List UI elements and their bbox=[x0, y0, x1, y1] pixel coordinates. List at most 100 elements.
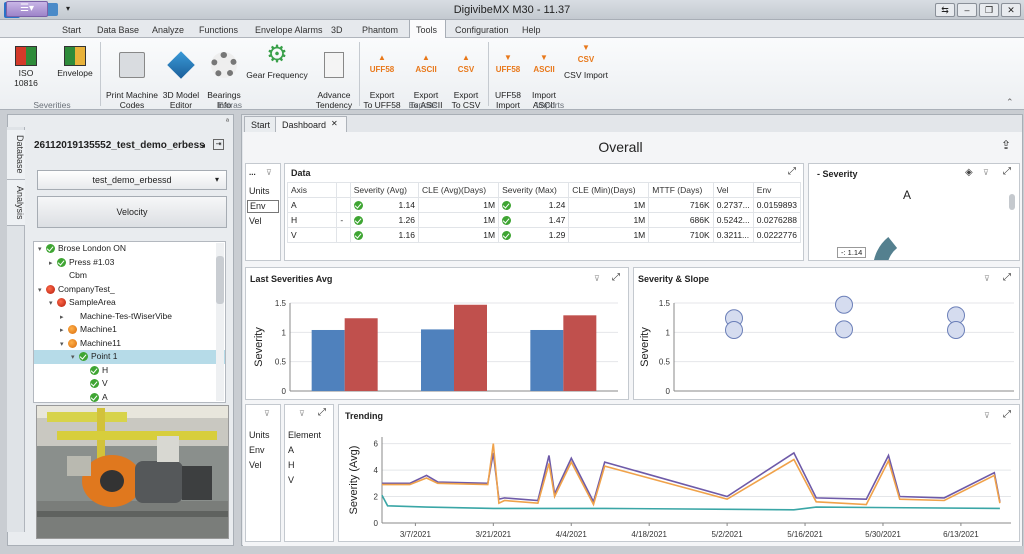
maximize-button[interactable]: ❐ bbox=[979, 3, 999, 17]
export-csv-button[interactable]: ▲ CSV Export To CSV bbox=[448, 42, 484, 110]
uff58-import-button[interactable]: ▼ UFF58 UFF58 Import bbox=[490, 42, 526, 110]
tree-node[interactable]: ▾ CompanyTest_ bbox=[34, 283, 225, 297]
doc-tab-start[interactable]: Start bbox=[244, 116, 278, 132]
tree-scrollbar[interactable] bbox=[216, 243, 224, 401]
close-button[interactable]: ✕ bbox=[1001, 3, 1021, 17]
advance-tendency-button[interactable]: Advance Tendency bbox=[312, 42, 356, 110]
restore-layout-button[interactable]: ⇆ bbox=[935, 3, 955, 17]
velocity-button[interactable]: Velocity bbox=[37, 196, 227, 228]
side-tab-analysis[interactable]: Analysis bbox=[7, 180, 25, 226]
tree-expander-icon[interactable]: ▾ bbox=[71, 354, 75, 361]
tree-scroll-thumb[interactable] bbox=[216, 256, 224, 304]
tab-envelope-alarms[interactable]: Envelope Alarms bbox=[255, 25, 323, 35]
filter-icon[interactable]: ⊽ bbox=[264, 409, 270, 418]
tab-analyze[interactable]: Analyze bbox=[152, 25, 185, 35]
tree-node[interactable]: Cbm bbox=[34, 269, 225, 283]
gear-frequency-button[interactable]: ⚙ Gear Frequency bbox=[246, 42, 308, 81]
tree-node[interactable]: ▸ Machine1 bbox=[34, 323, 225, 337]
column-header[interactable]: Env bbox=[752, 182, 802, 198]
column-header[interactable] bbox=[336, 182, 351, 198]
units-item-env[interactable]: Env bbox=[247, 200, 279, 213]
side-tab-database[interactable]: Database bbox=[7, 130, 25, 180]
tree-expander-icon[interactable]: ▾ bbox=[38, 246, 42, 253]
table-row[interactable]: V 1.16 1M 1.29 1M 710K 0.3211... 0.0222776 bbox=[286, 227, 802, 243]
trend-units-item-env[interactable]: Env bbox=[249, 445, 265, 455]
units-item-vel[interactable]: Vel bbox=[249, 216, 262, 226]
tree-node[interactable]: ▾ Machine11 bbox=[34, 337, 225, 351]
filter-icon[interactable]: ⊽ bbox=[984, 274, 990, 283]
expand-icon[interactable]: ⤢ bbox=[788, 166, 796, 177]
export-ascii-button[interactable]: ▲ ASCII Export To ASCII bbox=[406, 42, 446, 110]
collapse-ribbon-icon[interactable]: ⌃ bbox=[1006, 97, 1014, 107]
tab-configuration[interactable]: Configuration bbox=[455, 25, 509, 35]
column-header[interactable]: Severity (Max) bbox=[498, 182, 570, 198]
filter-icon[interactable]: ⊽ bbox=[594, 274, 600, 283]
trend-element-item-h[interactable]: H bbox=[288, 460, 295, 470]
share-icon[interactable]: ⇪ bbox=[1001, 138, 1012, 152]
tab-3d[interactable]: 3D bbox=[331, 25, 343, 35]
bearings-info-button[interactable]: Bearings Info bbox=[204, 42, 244, 110]
close-tab-icon[interactable]: ✕ bbox=[331, 119, 338, 128]
machine-tree[interactable]: ▾ Brose London ON ▸ Press #1.03 Cbm ▾ CompanyT… bbox=[33, 241, 226, 403]
clear-filter-icon[interactable]: ⊽ bbox=[266, 168, 272, 177]
tab-tools[interactable]: Tools bbox=[416, 25, 438, 35]
column-header[interactable]: Severity (Avg) bbox=[349, 182, 419, 198]
minimize-button[interactable]: – bbox=[957, 3, 977, 17]
column-header[interactable]: CLE (Avg)(Days) bbox=[417, 182, 500, 198]
iso-10816-button[interactable]: ISO 10816 bbox=[10, 42, 42, 88]
export-uff58-button[interactable]: ▲ UFF58 Export To UFF58 bbox=[362, 42, 402, 110]
file-menu-button[interactable]: ☰▾ bbox=[6, 1, 48, 17]
tab-start[interactable]: Start bbox=[62, 25, 82, 35]
tree-expander-icon[interactable]: ▸ bbox=[60, 327, 64, 334]
previous-database-icon[interactable]: ◂ bbox=[201, 141, 206, 150]
tree-node[interactable]: V bbox=[34, 377, 225, 391]
filter-menu-dots[interactable]: ... bbox=[249, 168, 256, 177]
layers-icon[interactable]: ◈ bbox=[965, 167, 973, 178]
doc-tab-dashboard[interactable]: Dashboard bbox=[275, 116, 348, 132]
filter-icon[interactable]: ⊽ bbox=[984, 411, 990, 420]
tree-node[interactable]: ▾ Brose London ON bbox=[34, 242, 225, 256]
tree-node[interactable]: A bbox=[34, 391, 225, 403]
tree-node[interactable]: ▾ SampleArea bbox=[34, 296, 225, 310]
csv-import-button[interactable]: ▼ CSV CSV Import bbox=[562, 42, 610, 80]
expand-icon[interactable]: ⤢ bbox=[1003, 166, 1011, 177]
tree-expander-icon[interactable]: ▾ bbox=[49, 300, 53, 307]
column-header[interactable]: Vel bbox=[712, 182, 754, 198]
table-row[interactable]: H - 1.26 1M 1.47 1M 686K 0.5242... 0.0276288 bbox=[286, 212, 802, 228]
trend-element-item-a[interactable]: A bbox=[288, 445, 295, 455]
gauge-scroll-thumb[interactable] bbox=[1009, 194, 1015, 210]
tab-phantom[interactable]: Phantom bbox=[362, 25, 399, 35]
panel-pin-icon[interactable]: ª bbox=[226, 117, 229, 126]
envelope-button[interactable]: Envelope bbox=[57, 42, 93, 78]
tab-help[interactable]: Help bbox=[522, 25, 541, 35]
import-ascii-button[interactable]: ▼ ASCII Import ASCII bbox=[526, 42, 562, 110]
print-machine-codes-button[interactable]: Print Machine Codes bbox=[104, 42, 160, 110]
tree-expander-icon[interactable]: ▸ bbox=[49, 259, 53, 267]
tree-expander-icon[interactable]: ▾ bbox=[60, 340, 64, 348]
table-row[interactable]: A 1.14 1M 1.24 1M 716K 0.2737... 0.0159893 bbox=[286, 197, 802, 213]
trend-element-item-v[interactable]: V bbox=[288, 475, 295, 485]
3d-model-editor-button[interactable]: 3D Model Editor bbox=[161, 42, 201, 110]
tree-node[interactable]: H bbox=[34, 364, 225, 378]
expand-icon[interactable]: ⤢ bbox=[1003, 272, 1011, 283]
logout-database-icon[interactable]: ⇥ bbox=[213, 139, 224, 150]
filter-icon[interactable]: ⊽ bbox=[299, 409, 305, 418]
column-header[interactable]: CLE (Min)(Days) bbox=[568, 182, 650, 198]
chevron-down-icon[interactable]: ▾ bbox=[215, 175, 220, 184]
tree-node[interactable]: ▾ Point 1 bbox=[34, 350, 225, 364]
expand-icon[interactable]: ⤢ bbox=[318, 407, 326, 418]
tab-data-base[interactable]: Data Base bbox=[97, 25, 140, 35]
tree-node[interactable]: ▸ Machine-Tes-tWiserVibe bbox=[34, 310, 225, 324]
tree-node[interactable]: ▸ Press #1.03 bbox=[34, 256, 225, 270]
tree-expander-icon[interactable]: ▸ bbox=[60, 313, 64, 321]
database-selector[interactable]: test_demo_erbessd bbox=[37, 170, 227, 190]
column-header[interactable]: Axis bbox=[286, 182, 338, 198]
expand-icon[interactable]: ⤢ bbox=[1003, 409, 1011, 420]
filter-icon[interactable]: ⊽ bbox=[983, 168, 989, 177]
tree-expander-icon[interactable]: ▾ bbox=[38, 286, 42, 294]
trend-units-item-vel[interactable]: Vel bbox=[249, 460, 262, 470]
quick-access-dropdown-icon[interactable]: ▾ bbox=[66, 4, 71, 13]
tab-functions[interactable]: Functions bbox=[199, 25, 239, 35]
column-header[interactable]: MTTF (Days) bbox=[648, 182, 714, 198]
expand-icon[interactable]: ⤢ bbox=[612, 272, 620, 283]
